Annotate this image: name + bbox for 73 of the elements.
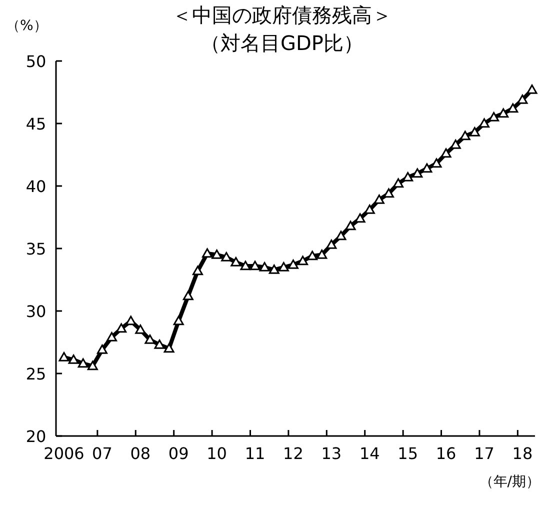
point	[393, 178, 404, 188]
point	[469, 127, 480, 136]
point	[78, 358, 88, 368]
point	[221, 252, 232, 262]
point	[326, 240, 337, 249]
x-tick-label: 2006	[44, 444, 84, 463]
point	[526, 84, 538, 94]
x-tick-label: 14	[359, 444, 380, 463]
point	[106, 332, 118, 342]
point	[412, 168, 423, 178]
x-tick-label: 07	[92, 444, 112, 463]
y-axis-title: （%）	[6, 18, 48, 34]
x-tick-label: 16	[436, 444, 456, 463]
point	[316, 250, 328, 259]
chart-subtitle: （対名目GDP比）	[200, 31, 364, 55]
y-tick-label: 50	[26, 52, 46, 71]
x-tick-label: 11	[244, 444, 266, 463]
point	[498, 108, 509, 118]
point	[431, 158, 442, 168]
point	[307, 250, 318, 260]
point	[240, 260, 251, 270]
point	[126, 316, 136, 326]
y-tick-label: 30	[26, 302, 46, 321]
x-tick-label: 13	[321, 444, 342, 463]
point	[87, 360, 98, 370]
y-tick-label: 20	[26, 427, 46, 446]
point	[250, 260, 260, 270]
point	[374, 194, 384, 204]
point	[96, 344, 108, 354]
point	[517, 94, 528, 104]
point	[68, 354, 79, 364]
x-tick-label: 10	[206, 444, 227, 463]
x-tick-label: 12	[283, 444, 304, 463]
point	[154, 340, 165, 349]
x-tick-label: 08	[130, 444, 151, 463]
point	[422, 163, 432, 173]
x-tick-label: 17	[474, 444, 494, 463]
point	[144, 334, 156, 344]
point	[259, 262, 270, 272]
point	[116, 323, 127, 333]
x-tick-label: 18	[512, 444, 533, 463]
point	[202, 248, 213, 258]
point	[192, 266, 203, 276]
y-tick-label: 35	[26, 240, 46, 258]
point	[450, 140, 461, 149]
text: （年/期）	[479, 474, 540, 490]
point	[440, 148, 452, 158]
point	[298, 256, 308, 266]
point	[182, 290, 194, 300]
point	[135, 324, 146, 334]
point	[478, 118, 490, 128]
point	[268, 264, 280, 274]
point	[230, 257, 242, 266]
chart-title: ＜中国の政府債務残高＞	[172, 3, 392, 27]
point	[364, 204, 375, 214]
x-tick-label: 09	[168, 444, 189, 463]
point	[508, 103, 518, 113]
point	[336, 230, 346, 240]
point	[58, 352, 70, 362]
y-tick-label: 40	[26, 177, 46, 196]
point	[212, 250, 222, 259]
point	[173, 316, 184, 326]
point	[402, 172, 414, 182]
y-tick-label: 25	[26, 364, 46, 384]
point	[288, 260, 298, 269]
x-tick-label: 15	[398, 444, 418, 463]
point	[345, 220, 356, 230]
point	[278, 262, 289, 272]
point	[488, 112, 500, 122]
point	[460, 130, 470, 140]
point	[354, 213, 366, 223]
y-tick-label: 45	[26, 114, 46, 134]
point	[164, 343, 174, 353]
